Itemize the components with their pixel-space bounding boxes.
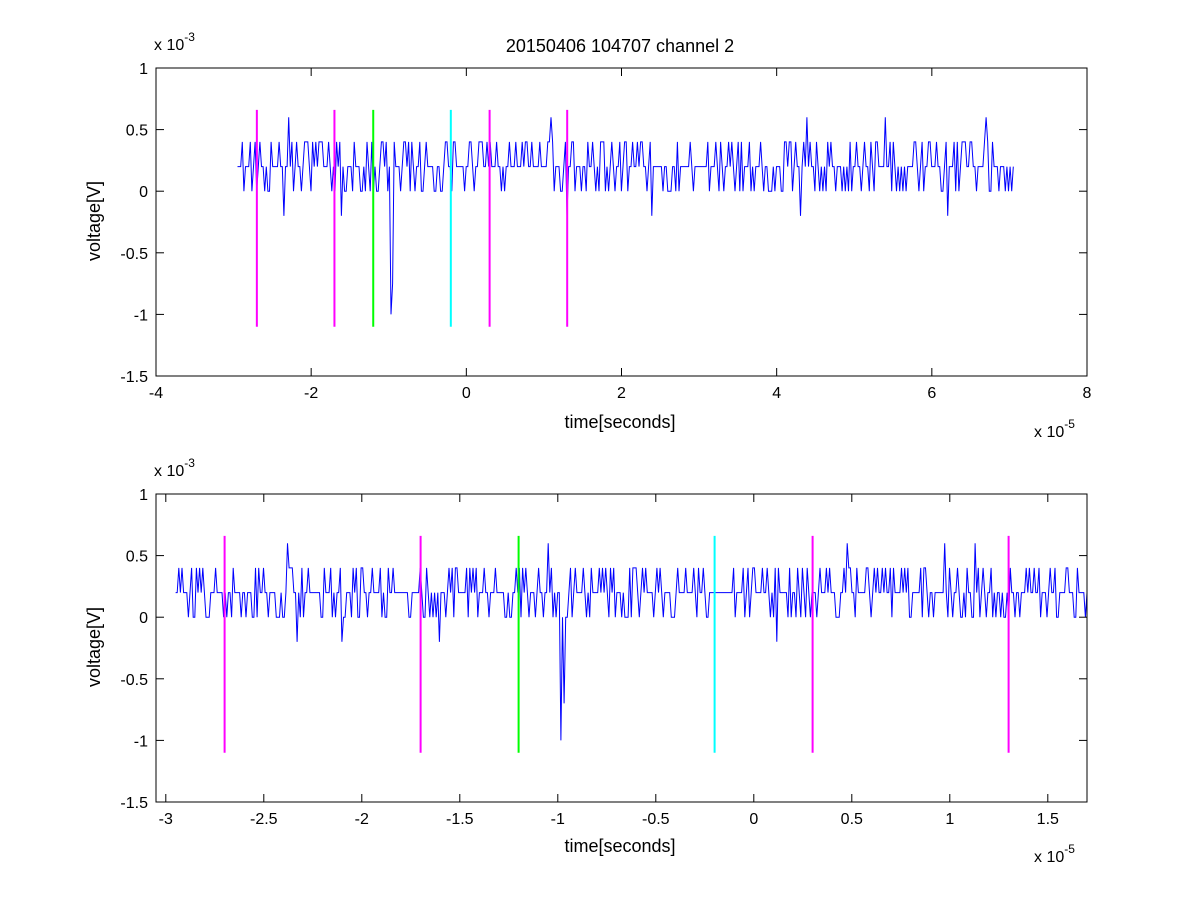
top-plot-x-exponent-power: -5 [1064, 417, 1075, 431]
bottom-plot-y-tick-label: 0 [139, 610, 148, 627]
top-plot-y-exponent: x 10-3 [154, 30, 195, 54]
bottom-plot-x-tick-label: -3 [159, 811, 173, 828]
bottom-plot-y-tick-label: -1.5 [120, 795, 148, 812]
top-plot-x-tick-label: 8 [1083, 385, 1092, 402]
bottom-plot-x-tick-label: 1 [945, 811, 954, 828]
top-plot-x-tick-label: -4 [149, 385, 163, 402]
bottom-plot-y-tick-label: 1 [139, 487, 148, 504]
top-plot-signal-line [237, 117, 1014, 315]
top-plot-x-tick-label: 0 [462, 385, 471, 402]
top-plot-x-exponent: x 10-5 [1034, 417, 1075, 441]
top-plot-y-tick-label: 0 [139, 184, 148, 201]
top-plot-y-tick-label: 0.5 [126, 123, 148, 140]
top-plot-y-axis-label: voltage[V] [84, 181, 104, 261]
top-plot-x-axis-label: time[seconds] [564, 412, 675, 432]
bottom-plot-x-tick-label: -1.5 [446, 811, 474, 828]
bottom-plot-y-exponent-power: -3 [184, 456, 195, 470]
top-plot-y-tick-label: -1 [134, 307, 148, 324]
bottom-plot-x-exponent-power: -5 [1064, 842, 1075, 856]
bottom-plot-x-tick-label: -2 [355, 811, 369, 828]
bottom-plot-signal-line [175, 543, 1088, 741]
bottom-plot-axes-box [155, 493, 1088, 803]
bottom-plot-x-exponent-base: x 10 [1034, 849, 1064, 866]
top-plot-y-exponent-power: -3 [184, 30, 195, 44]
bottom-plot-x-tick-label: 1.5 [1037, 811, 1059, 828]
top-plot-x-tick-label: -2 [304, 385, 318, 402]
bottom-plot: -3 -2.5 -2 -1.5 -1 -0.5 0 0.5 1 1.5 -1.5 -1 -0.5 0 0.5… [84, 456, 1088, 866]
bottom-plot-y-axis-label: voltage[V] [84, 607, 104, 687]
top-plot-x-tick-label: 6 [927, 385, 936, 402]
top-plot-y-tick-label: -0.5 [120, 246, 148, 263]
bottom-plot-x-axis-label: time[seconds] [564, 836, 675, 856]
bottom-plot-y-exponent: x 10-3 [154, 456, 195, 480]
top-plot: 20150406 104707 channel 2 -4 -2 0 2 4 6 8-1.5-… [84, 30, 1092, 441]
bottom-plot-x-tick-label: -2.5 [250, 811, 278, 828]
top-plot-title: 20150406 104707 channel 2 [506, 36, 734, 56]
top-plot-x-tick-label: 2 [617, 385, 626, 402]
bottom-plot-x-tick-label: 0.5 [841, 811, 863, 828]
bottom-plot-y-tick-label: -0.5 [120, 672, 148, 689]
top-plot-content [237, 109, 1014, 327]
top-plot-y-tick-label: 1 [139, 61, 148, 78]
top-plot-x-tick-label: 4 [772, 385, 781, 402]
bottom-plot-x-tick-label: -1 [551, 811, 565, 828]
bottom-plot-y-tick-label: 0.5 [126, 549, 148, 566]
top-plot-x-exponent-base: x 10 [1034, 424, 1064, 441]
bottom-plot-content [175, 535, 1088, 753]
top-plot-y-tick-label: -1.5 [120, 369, 148, 386]
bottom-plot-x-tick-label: 0 [749, 811, 758, 828]
bottom-plot-y-exponent-base: x 10 [154, 463, 184, 480]
top-plot-y-exponent-base: x 10 [154, 37, 184, 54]
bottom-plot-ticks: -3 -2.5 -2 -1.5 -1 -0.5 0 0.5 1 1.5 -1.5 -1 -0.5 0 0.5… [120, 487, 1087, 828]
bottom-plot-y-tick-label: -1 [134, 733, 148, 750]
top-plot-ticks: -4 -2 0 2 4 6 8 -1.5 -1 -0.5 0 0.5 1 [120, 61, 1091, 402]
bottom-plot-x-exponent: x 10-5 [1034, 842, 1075, 866]
bottom-plot-x-tick-label: -0.5 [642, 811, 670, 828]
